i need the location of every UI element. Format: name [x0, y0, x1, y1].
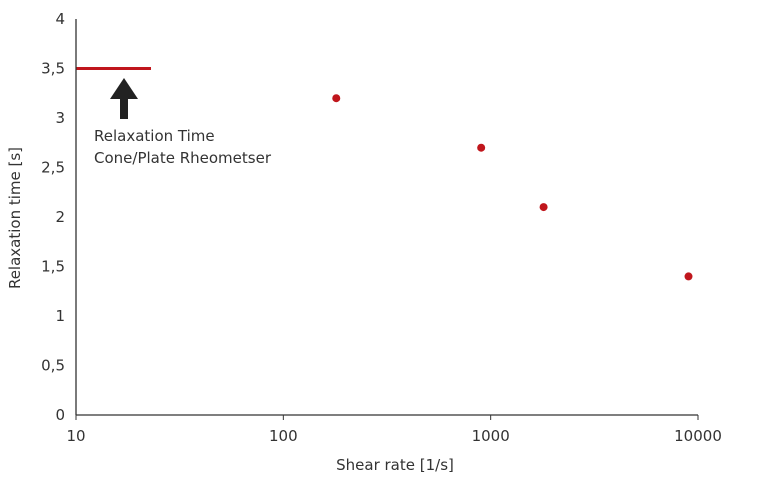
- y-tick-label: 1,5: [41, 258, 65, 276]
- y-tick-label: 3,5: [41, 60, 65, 78]
- y-tick-label: 0,5: [41, 357, 65, 375]
- x-tick-label: 1000: [472, 427, 510, 445]
- data-point: [539, 203, 548, 212]
- x-axis-title: Shear rate [1/s]: [336, 456, 454, 474]
- x-tick-label: 100: [269, 427, 298, 445]
- up-arrow-icon: [110, 78, 138, 119]
- y-tick-label: 3: [55, 109, 65, 127]
- data-point: [684, 272, 693, 281]
- y-tick-label: 1: [55, 307, 65, 325]
- data-point: [332, 94, 341, 103]
- data-point: [477, 143, 486, 152]
- annotation-line-1: Relaxation Time: [94, 127, 215, 145]
- x-tick-label: 10: [66, 427, 85, 445]
- y-axis-title: Relaxation time [s]: [6, 147, 24, 289]
- y-tick-label: 0: [55, 406, 65, 424]
- y-tick-label: 2: [55, 208, 65, 226]
- x-tick-label: 10000: [674, 427, 722, 445]
- y-tick-label: 2,5: [41, 159, 65, 177]
- annotation-line-2: Cone/Plate Rheometser: [94, 149, 272, 167]
- y-tick-label: 4: [55, 10, 65, 28]
